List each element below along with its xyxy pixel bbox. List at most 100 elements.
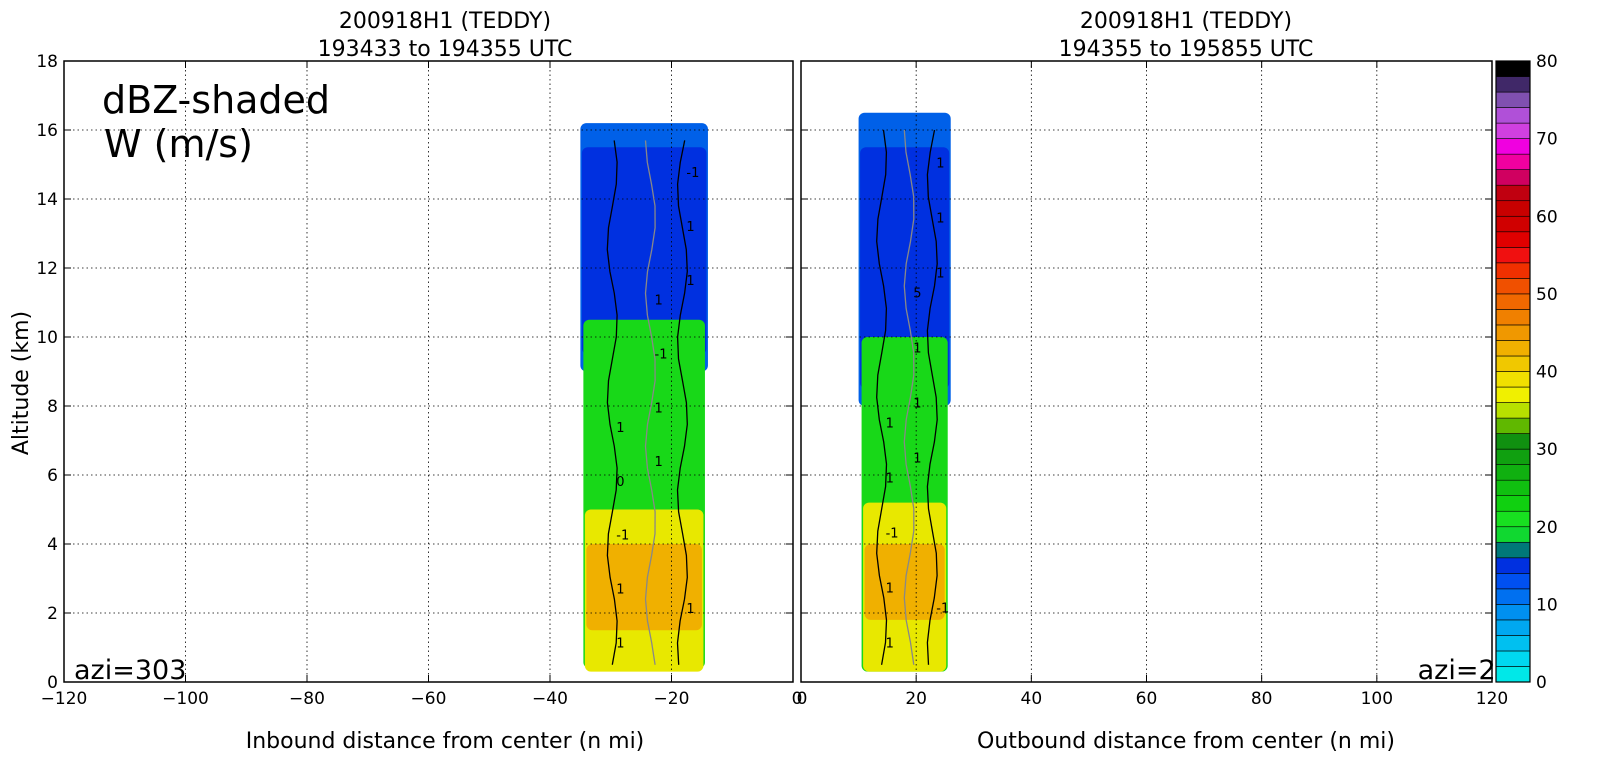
- colorbar-swatch: [1495, 169, 1531, 186]
- colorbar-swatch: [1495, 371, 1531, 388]
- w-contour-line: [644, 140, 656, 665]
- colorbar-swatch: [1495, 510, 1531, 528]
- x-tick-label: 100: [1361, 689, 1393, 709]
- x-tick-label: −80: [289, 689, 325, 709]
- y-tick-label: 12: [36, 259, 58, 279]
- w-contour-label: 1: [913, 396, 921, 411]
- y-axis-label: Altitude (km): [9, 311, 34, 455]
- w-contour-line: [606, 140, 618, 665]
- colorbar-swatch: [1495, 355, 1531, 372]
- y-tick-label: 4: [47, 535, 58, 555]
- outbound-x-axis-label: Outbound distance from center (n mi): [977, 729, 1395, 754]
- panel1-title-line1: 200918H1 (TEDDY): [339, 9, 551, 34]
- panel2-title-line2: 194355 to 195855 UTC: [1059, 37, 1314, 62]
- colorbar-swatch: [1495, 495, 1531, 512]
- y-tick-label: 6: [47, 466, 58, 486]
- x-tick-label: 80: [1251, 689, 1273, 709]
- outbound-gridlines: [801, 61, 1492, 682]
- colorbar-tick-label: 20: [1536, 518, 1558, 538]
- dbz-shaded-annotation: dBZ-shaded: [102, 78, 330, 122]
- w-contour-label: 1: [616, 421, 624, 436]
- w-contour-label: -1: [616, 529, 629, 544]
- x-tick-label: −40: [532, 689, 568, 709]
- colorbar-swatch: [1495, 402, 1531, 419]
- w-contour-label: 1: [686, 602, 694, 617]
- w-contour-label: -1: [936, 601, 949, 616]
- w-contour-label: -1: [686, 166, 699, 181]
- colorbar-swatch: [1495, 76, 1531, 93]
- colorbar-swatch: [1495, 573, 1531, 590]
- colorbar-swatch: [1495, 619, 1531, 636]
- panel1-title-line2: 193433 to 194355 UTC: [318, 37, 573, 62]
- w-contour-label: 1: [655, 455, 663, 470]
- outbound-panel: 200918H1 (TEDDY) 194355 to 195855 UTC 1 1…: [797, 9, 1530, 754]
- colorbar-tick-label: 50: [1536, 285, 1558, 305]
- y-tick-label: 14: [36, 190, 58, 210]
- y-tick-label: 8: [47, 397, 58, 417]
- w-contour-label: 1: [886, 581, 894, 596]
- colorbar-swatch: [1495, 293, 1531, 310]
- inbound-azimuth-label: azi=303: [74, 655, 186, 686]
- colorbar-tick-label: 40: [1536, 363, 1558, 383]
- w-contour-label: 1: [886, 471, 894, 486]
- inbound-echo-shading: [580, 123, 708, 672]
- w-contour-label: 1: [616, 637, 624, 652]
- colorbar-swatch: [1495, 650, 1531, 667]
- colorbar-swatch: [1495, 91, 1531, 108]
- colorbar-swatch: [1495, 138, 1531, 155]
- w-contour-label: -1: [655, 347, 668, 362]
- colorbar-swatch: [1495, 340, 1531, 357]
- w-contour-line: [926, 129, 938, 665]
- inbound-panel: 200918H1 (TEDDY) 193433 to 194355 UTC 1 1…: [9, 9, 802, 754]
- colorbar-swatch: [1495, 541, 1531, 559]
- w-contour-label: 0: [616, 475, 624, 490]
- colorbar-swatch: [1495, 153, 1531, 170]
- colorbar-swatch: [1495, 557, 1531, 574]
- colorbar-swatch: [1495, 588, 1531, 605]
- w-contour-label: -1: [886, 526, 899, 541]
- x-tick-label: −120: [41, 689, 88, 709]
- colorbar-tick-label: 70: [1536, 130, 1558, 150]
- w-contour-label: 1: [686, 220, 694, 235]
- colorbar-swatch: [1495, 60, 1531, 77]
- echo-layer-40-45-dbz: [586, 544, 702, 631]
- colorbar-swatch: [1495, 309, 1531, 326]
- x-tick-label: 120: [1476, 689, 1508, 709]
- colorbar-frame: [1495, 60, 1531, 683]
- w-contour-label: 1: [886, 416, 894, 431]
- colorbar-tick-label: 10: [1536, 595, 1558, 615]
- x-tick-label: 0: [792, 689, 803, 709]
- w-contour-label: 1: [616, 583, 624, 598]
- w-contour-label: 1: [686, 274, 694, 289]
- x-tick-label: 0: [797, 689, 808, 709]
- inbound-x-axis-label: Inbound distance from center (n mi): [246, 729, 645, 754]
- colorbar-tick-label: 30: [1536, 440, 1558, 460]
- w-contour-label: 1: [655, 294, 663, 309]
- y-tick-label: 0: [47, 673, 58, 693]
- colorbar-swatch: [1495, 231, 1531, 248]
- y-tick-label: 16: [36, 121, 58, 141]
- x-tick-label: 60: [1136, 689, 1158, 709]
- x-tick-label: −20: [654, 689, 690, 709]
- colorbar-swatches: [1495, 60, 1531, 683]
- w-contour-label: 1: [936, 156, 944, 171]
- y-tick-label: 2: [47, 604, 58, 624]
- w-contour-label: 5: [913, 286, 921, 301]
- w-contour-line: [876, 129, 888, 665]
- x-tick-label: 20: [905, 689, 927, 709]
- inbound-w-contours: 1 1 1 1 1 1 -1 -1 -1 0 1 1 1: [606, 140, 699, 665]
- w-contour-label: 1: [913, 451, 921, 466]
- w-contour-line: [903, 129, 915, 665]
- colorbar-swatch: [1495, 215, 1531, 233]
- colorbar-swatch: [1495, 464, 1531, 481]
- outbound-y-ticks: [801, 60, 1492, 683]
- panel2-title-line1: 200918H1 (TEDDY): [1080, 9, 1292, 34]
- colorbar-swatch: [1495, 448, 1531, 465]
- w-contour-label: 1: [936, 211, 944, 226]
- x-tick-label: −60: [411, 689, 447, 709]
- colorbar-tick-label: 0: [1536, 673, 1547, 693]
- colorbar-swatch: [1495, 526, 1531, 543]
- colorbar-swatch: [1495, 604, 1531, 621]
- colorbar-swatch: [1495, 122, 1531, 139]
